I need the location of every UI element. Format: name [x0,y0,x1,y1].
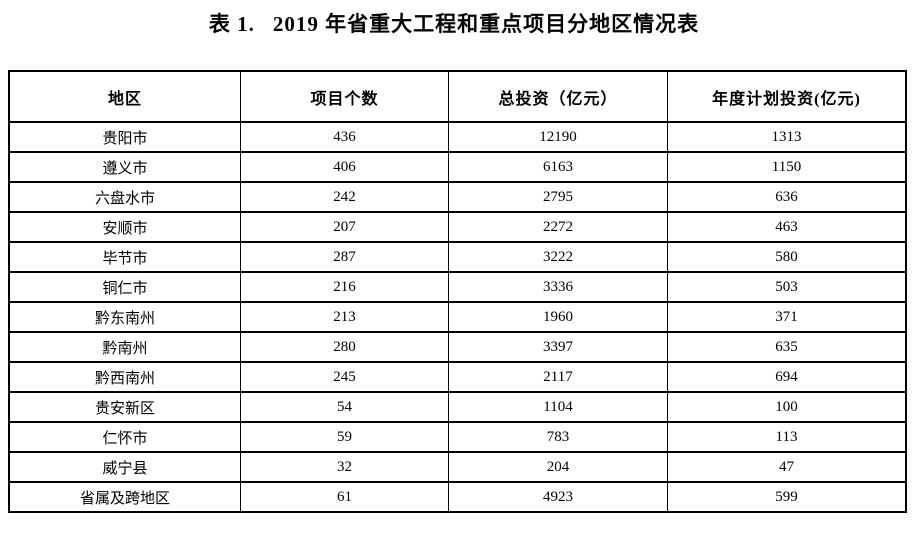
annual-planned-investment-cell: 47 [667,451,907,483]
header-region: 地区 [8,70,241,123]
region-cell: 仁怀市 [8,421,241,453]
annual-planned-investment-cell: 1150 [667,151,907,183]
annual-planned-investment-cell: 599 [667,481,907,513]
annual-planned-investment-cell: 463 [667,211,907,243]
region-cell: 毕节市 [8,241,241,273]
annual-planned-investment-cell: 113 [667,421,907,453]
project-count-cell: 280 [240,331,449,363]
region-cell: 威宁县 [8,451,241,483]
project-count-cell: 61 [240,481,449,513]
table-title-label: 表 1. [208,12,255,36]
table-title: 表 1. 2019 年省重大工程和重点项目分地区情况表 [8,8,900,38]
project-count-cell: 59 [240,421,449,453]
annual-planned-investment-cell: 580 [667,241,907,273]
region-cell: 六盘水市 [8,181,241,213]
table-header: 地区 项目个数 总投资（亿元） 年度计划投资(亿元) [8,70,907,123]
total-investment-cell: 3397 [448,331,668,363]
total-investment-cell: 1960 [448,301,668,333]
project-count-cell: 54 [240,391,449,423]
annual-planned-investment-cell: 503 [667,271,907,303]
annual-planned-investment-cell: 1313 [667,121,907,153]
project-count-cell: 406 [240,151,449,183]
project-count-cell: 287 [240,241,449,273]
project-count-cell: 436 [240,121,449,153]
total-investment-cell: 6163 [448,151,668,183]
table-row: 铜仁市 216 3336 503 [8,271,907,303]
table-row: 省属及跨地区 61 4923 599 [8,481,907,513]
region-cell: 黔东南州 [8,301,241,333]
table-row: 贵安新区 54 1104 100 [8,391,907,423]
total-investment-cell: 2272 [448,211,668,243]
header-total-investment: 总投资（亿元） [448,70,668,123]
total-investment-cell: 783 [448,421,668,453]
header-project-count: 项目个数 [240,70,449,123]
region-cell: 黔西南州 [8,361,241,393]
project-count-cell: 213 [240,301,449,333]
total-investment-cell: 2117 [448,361,668,393]
table-row: 黔西南州 245 2117 694 [8,361,907,393]
total-investment-cell: 204 [448,451,668,483]
header-annual-planned-investment: 年度计划投资(亿元) [667,70,907,123]
total-investment-cell: 1104 [448,391,668,423]
region-cell: 贵安新区 [8,391,241,423]
table-title-text: 2019 年省重大工程和重点项目分地区情况表 [272,12,700,36]
table-row: 黔东南州 213 1960 371 [8,301,907,333]
table-row: 贵阳市 436 12190 1313 [8,121,907,153]
total-investment-cell: 12190 [448,121,668,153]
annual-planned-investment-cell: 636 [667,181,907,213]
project-count-cell: 207 [240,211,449,243]
region-cell: 安顺市 [8,211,241,243]
table-row: 六盘水市 242 2795 636 [8,181,907,213]
table-row: 仁怀市 59 783 113 [8,421,907,453]
total-investment-cell: 3336 [448,271,668,303]
region-cell: 贵阳市 [8,121,241,153]
region-cell: 铜仁市 [8,271,241,303]
annual-planned-investment-cell: 694 [667,361,907,393]
project-count-cell: 32 [240,451,449,483]
table-row: 黔南州 280 3397 635 [8,331,907,363]
annual-planned-investment-cell: 635 [667,331,907,363]
region-cell: 黔南州 [8,331,241,363]
table-body: 贵阳市 436 12190 1313 遵义市 406 6163 1150 六盘水市 242 2795… [8,121,907,513]
region-cell: 省属及跨地区 [8,481,241,513]
region-cell: 遵义市 [8,151,241,183]
table-row: 遵义市 406 6163 1150 [8,151,907,183]
region-projects-table: 地区 项目个数 总投资（亿元） 年度计划投资(亿元) 贵阳市 436 12190 13… [8,70,907,513]
project-count-cell: 216 [240,271,449,303]
table-row: 安顺市 207 2272 463 [8,211,907,243]
annual-planned-investment-cell: 100 [667,391,907,423]
table-header-row: 地区 项目个数 总投资（亿元） 年度计划投资(亿元) [8,70,907,123]
total-investment-cell: 2795 [448,181,668,213]
project-count-cell: 242 [240,181,449,213]
total-investment-cell: 3222 [448,241,668,273]
table-row: 毕节市 287 3222 580 [8,241,907,273]
project-count-cell: 245 [240,361,449,393]
table-row: 威宁县 32 204 47 [8,451,907,483]
total-investment-cell: 4923 [448,481,668,513]
annual-planned-investment-cell: 371 [667,301,907,333]
